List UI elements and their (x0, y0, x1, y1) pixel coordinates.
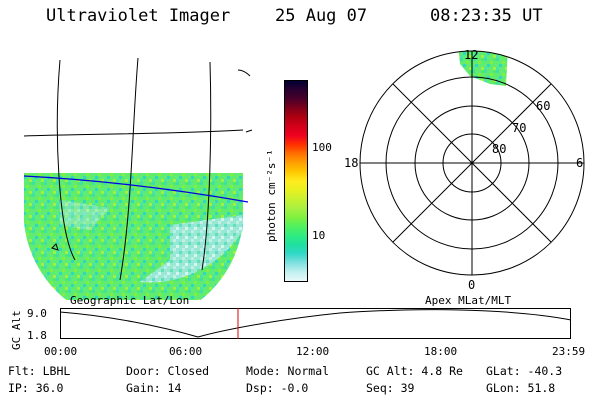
info-gain: Gain: 14 (126, 381, 182, 395)
uv-image-dim-region (140, 215, 243, 283)
polar-plot: 12 18 6 0 60 70 80 (344, 48, 585, 292)
geographic-caption: Geographic Lat/Lon (70, 294, 190, 307)
info-glat: GLat: -40.3 (486, 364, 563, 378)
altitude-curve (60, 309, 572, 338)
altitude-xtick-0: 00:00 (44, 345, 78, 358)
mlt-label-12: 12 (464, 48, 478, 62)
info-dsp: Dsp: -0.0 (246, 381, 309, 395)
altitude-plot (60, 308, 572, 339)
date-label: 25 Aug 07 (275, 6, 368, 26)
color-bar (284, 80, 308, 282)
mlt-label-18: 18 (344, 156, 358, 170)
altitude-ytick-low: 1.8 (27, 329, 47, 342)
info-door: Door: Closed (126, 364, 210, 378)
lat-label-70: 70 (512, 121, 526, 135)
uv-image-dim-region-2 (60, 200, 110, 230)
info-gc-alt: GC Alt: 4.8 Re (366, 364, 463, 378)
info-seq: Seq: 39 (366, 381, 415, 395)
instrument-title: Ultraviolet Imager (46, 6, 231, 26)
info-ip: IP: 36.0 (8, 381, 64, 395)
colorbar-unit-label: photon cm⁻²s⁻¹ (265, 149, 278, 242)
time-label: 08:23:35 UT (430, 6, 543, 26)
lat-label-80: 80 (492, 142, 506, 156)
geographic-map (23, 57, 253, 300)
altitude-ylabel: GC Alt (10, 310, 23, 350)
lat-label-60: 60 (536, 99, 550, 113)
altitude-ytick-high: 9.0 (27, 307, 47, 320)
altitude-xtick-2: 12:00 (296, 345, 330, 358)
mlt-label-6: 6 (576, 156, 583, 170)
info-mode: Mode: Normal (246, 364, 330, 378)
satellite-track (23, 175, 249, 203)
altitude-xtick-4: 23:59 (552, 345, 586, 358)
colorbar-tick-100: 100 (312, 141, 332, 154)
apex-caption: Apex MLat/MLT (425, 294, 512, 307)
polar-aurora-patch (458, 51, 508, 86)
info-filter: Flt: LBHL (8, 364, 71, 378)
info-glon: GLon: 51.8 (486, 381, 556, 395)
mlt-label-0: 0 (468, 278, 475, 292)
colorbar-tick-10: 10 (312, 229, 326, 242)
altitude-xtick-3: 18:00 (424, 345, 458, 358)
altitude-xtick-1: 06:00 (169, 345, 203, 358)
station-marker (51, 243, 59, 251)
